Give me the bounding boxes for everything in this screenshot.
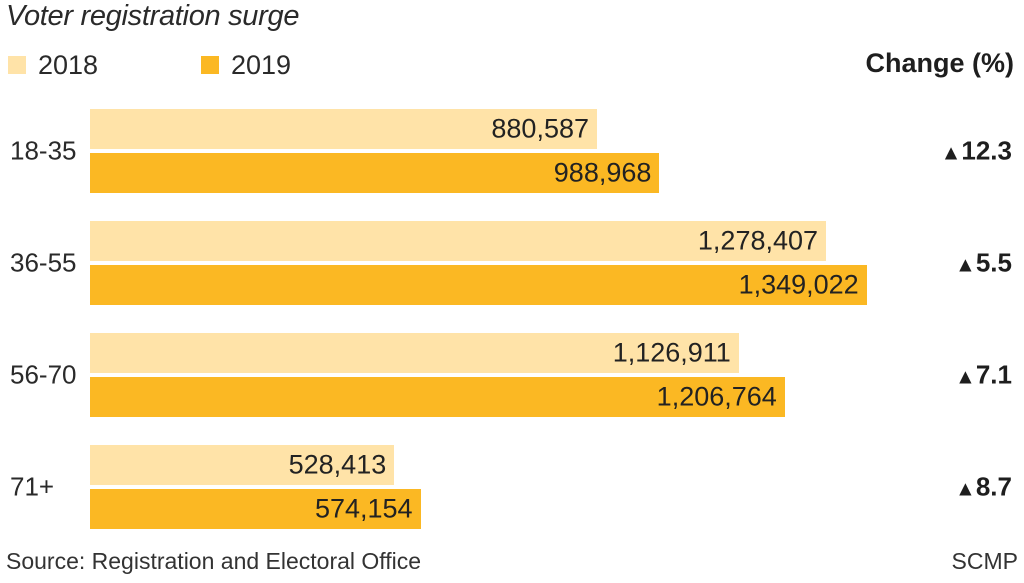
bar-2019: [90, 377, 785, 417]
change-header: Change (%): [865, 48, 1015, 78]
bar-value-label: 574,154: [314, 493, 413, 524]
bar-2018: [90, 445, 395, 485]
bar-2019: [90, 489, 421, 529]
bar-value-label: 1,278,407: [697, 225, 819, 256]
change-number: 7.1: [975, 359, 1012, 390]
category-label: 56-70: [10, 359, 77, 390]
bar-value-label: 1,349,022: [738, 269, 859, 300]
category-label: 36-55: [10, 247, 77, 278]
legend-label-2018: 2018: [38, 49, 99, 80]
legend-swatch-2019: [201, 56, 219, 74]
change-value: ▲8.7: [955, 472, 1012, 503]
bar-2018: [90, 109, 597, 149]
bar-value-label: 1,206,764: [656, 381, 777, 412]
change-number: 8.7: [975, 471, 1012, 502]
chart-title: Voter registration surge: [6, 0, 300, 32]
bar-2019: [90, 153, 660, 193]
legend-label-2019: 2019: [231, 49, 292, 80]
triangle-up-icon: ▲: [955, 253, 976, 277]
bar-2018: [90, 333, 739, 373]
legend-item-2018: 2018: [8, 50, 98, 80]
bar-value-label: 880,587: [491, 113, 589, 144]
triangle-up-icon: ▲: [955, 477, 976, 501]
change-value: ▲7.1: [955, 360, 1012, 391]
credit: SCMP: [951, 548, 1018, 574]
triangle-up-icon: ▲: [955, 365, 976, 389]
change-number: 12.3: [961, 135, 1012, 166]
change-value: ▲5.5: [955, 248, 1012, 279]
change-value: ▲12.3: [941, 136, 1012, 167]
bar-2019: [90, 265, 867, 305]
bar-2018: [90, 221, 827, 261]
category-label: 18-35: [10, 135, 77, 166]
bar-value-label: 1,126,911: [612, 337, 731, 368]
change-number: 5.5: [975, 247, 1012, 278]
legend-item-2019: 2019: [201, 50, 291, 80]
bar-value-label: 528,413: [288, 449, 387, 480]
bar-value-label: 988,968: [553, 157, 652, 188]
category-label: 71+: [10, 471, 55, 502]
legend-swatch-2018: [8, 56, 26, 74]
triangle-up-icon: ▲: [940, 141, 962, 165]
source-note: Source: Registration and Electoral Offic…: [6, 548, 422, 574]
